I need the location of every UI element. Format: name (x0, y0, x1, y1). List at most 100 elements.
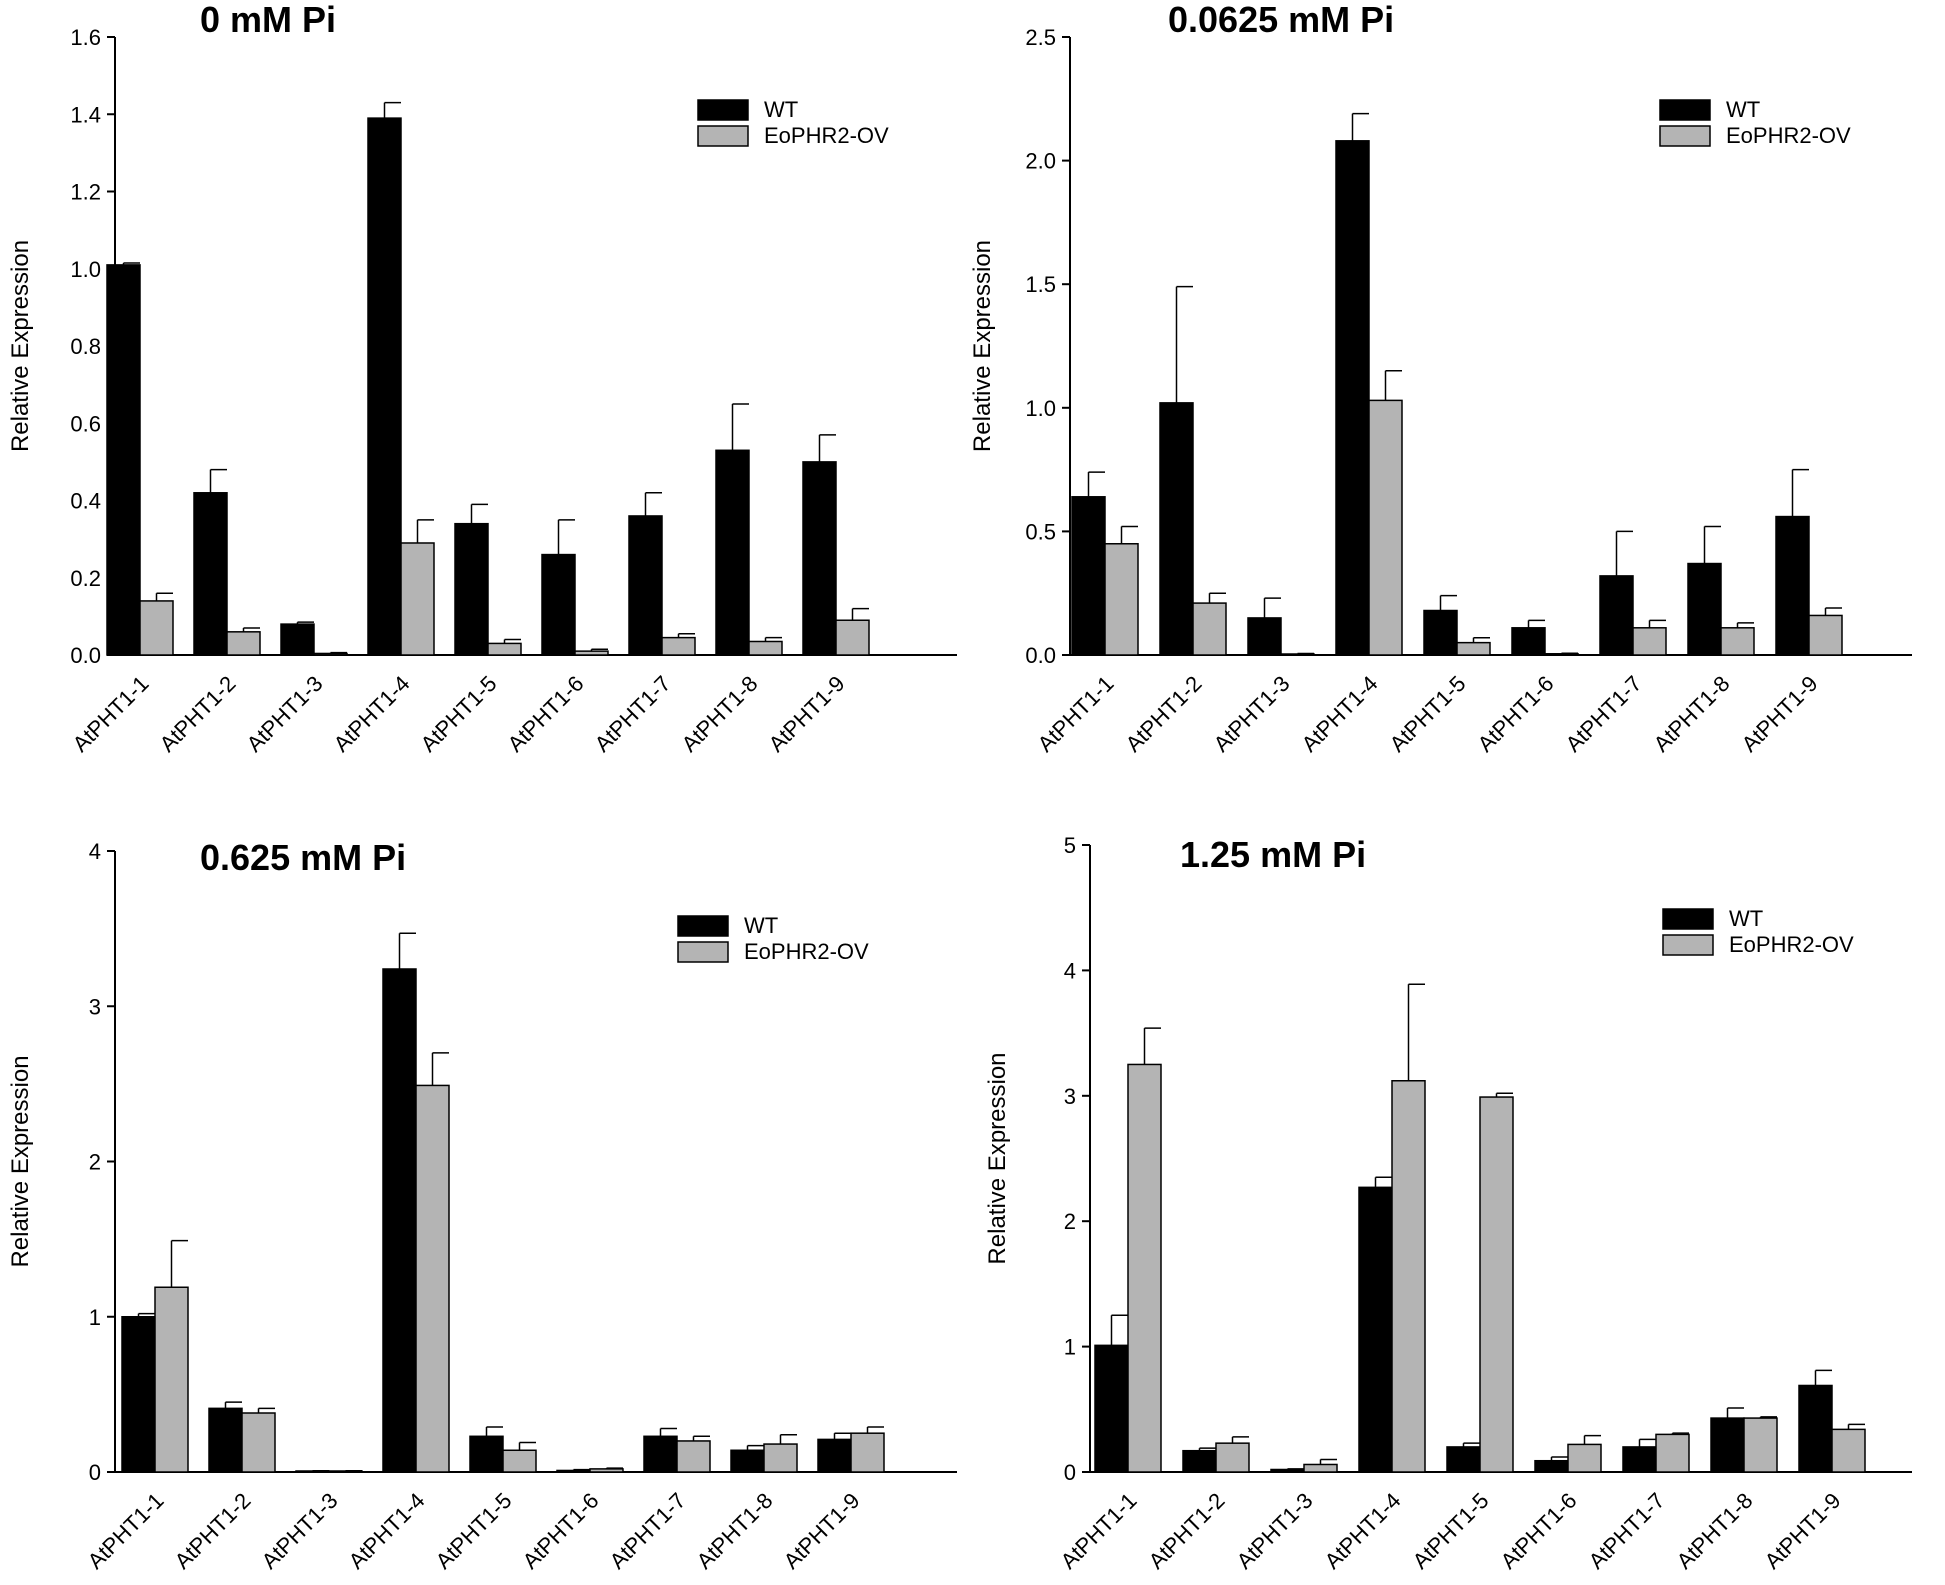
x-tick-label: AtPHT1-5 (416, 671, 502, 757)
legend-label-eophr2-ov: EoPHR2-OV (764, 123, 889, 148)
bar-eophr2-ov-atpht1-9 (1831, 1428, 1866, 1473)
y-tick-label: 2 (89, 1150, 101, 1175)
bar-wt-atpht1-5 (469, 1435, 504, 1473)
bar-eophr2-ov-atpht1-1 (154, 1286, 189, 1473)
legend-label-wt: WT (764, 97, 798, 122)
x-tick-label: AtPHT1-4 (344, 1488, 430, 1574)
x-tick-label: AtPHT1-2 (170, 1488, 256, 1574)
chart-panel-3: 0.625 mM Pi 0 1 2 3 4 Relative Expression AtPHT… (7, 837, 957, 1574)
x-tick-label: AtPHT1-9 (1760, 1488, 1846, 1574)
x-tick-label: AtPHT1-8 (677, 671, 763, 757)
legend-label-wt: WT (1729, 906, 1763, 931)
x-tick-label: AtPHT1-6 (518, 1488, 604, 1574)
bar-eophr2-ov-atpht1-9 (850, 1432, 885, 1473)
x-tick-label: AtPHT1-6 (503, 671, 589, 757)
bar-eophr2-ov-atpht1-3 (1303, 1463, 1338, 1473)
x-tick-label: AtPHT1-9 (1737, 671, 1823, 757)
x-tick-label: AtPHT1-6 (1496, 1488, 1582, 1574)
legend-label-wt: WT (1726, 97, 1760, 122)
bar-wt-atpht1-9 (802, 461, 837, 656)
bar-eophr2-ov-atpht1-8 (763, 1443, 798, 1473)
x-tick-label: AtPHT1-6 (1473, 671, 1559, 757)
chart-title: 0.625 mM Pi (200, 837, 406, 878)
y-tick-label: 0.4 (70, 489, 101, 514)
bar-wt-atpht1-9 (1798, 1384, 1833, 1473)
bar-eophr2-ov-atpht1-2 (1192, 602, 1227, 656)
bar-eophr2-ov-atpht1-5 (1479, 1096, 1514, 1473)
chart-panel-2: 0.0625 mM Pi 0.0 0.5 1.0 1.5 2.0 2.5 Relative E… (969, 0, 1912, 757)
x-tick-label: AtPHT1-2 (1144, 1488, 1230, 1574)
x-tick-label: AtPHT1-5 (431, 1488, 517, 1574)
bar-eophr2-ov-atpht1-1 (1104, 543, 1139, 656)
y-tick-label: 0 (1064, 1460, 1076, 1485)
x-tick-label: AtPHT1-9 (764, 671, 850, 757)
bar-eophr2-ov-atpht1-6 (1567, 1443, 1602, 1473)
bar-wt-atpht1-8 (715, 449, 750, 656)
x-tick-label: AtPHT1-1 (1056, 1488, 1142, 1574)
bar-wt-atpht1-9 (1775, 515, 1810, 656)
bar-eophr2-ov-atpht1-6 (589, 1468, 624, 1473)
bar-wt-atpht1-8 (1687, 562, 1722, 656)
bar-eophr2-ov-atpht1-4 (1368, 399, 1403, 656)
y-tick-label: 0.0 (70, 643, 101, 668)
x-tick-label: AtPHT1-8 (692, 1488, 778, 1574)
bar-wt-atpht1-1 (121, 1316, 156, 1473)
bar-wt-atpht1-4 (382, 968, 417, 1473)
legend-swatch-wt (1662, 908, 1714, 930)
bar-wt-atpht1-5 (1423, 609, 1458, 656)
y-tick-label: 4 (89, 839, 101, 864)
bar-eophr2-ov-atpht1-1 (139, 600, 174, 656)
bar-eophr2-ov-atpht1-4 (1391, 1080, 1426, 1473)
bar-eophr2-ov-atpht1-8 (1720, 627, 1755, 656)
x-tick-label: AtPHT1-8 (1649, 671, 1735, 757)
bar-wt-atpht1-7 (628, 515, 663, 656)
legend-label-eophr2-ov: EoPHR2-OV (744, 939, 869, 964)
legend-swatch-eophr2-ov (1659, 125, 1711, 147)
y-tick-label: 0.6 (70, 411, 101, 436)
y-tick-label: 0 (89, 1460, 101, 1485)
y-axis-label: Relative Expression (7, 1055, 34, 1267)
bar-wt-atpht1-2 (208, 1407, 243, 1473)
bar-wt-atpht1-3 (280, 623, 315, 656)
y-tick-label: 1 (1064, 1335, 1076, 1360)
bar-wt-atpht1-9 (817, 1438, 852, 1473)
legend-swatch-wt (677, 915, 729, 937)
x-tick-label: AtPHT1-3 (1232, 1488, 1318, 1574)
x-tick-label: AtPHT1-5 (1408, 1488, 1494, 1574)
bar-eophr2-ov-atpht1-3 (313, 652, 348, 656)
legend-swatch-wt (1659, 99, 1711, 121)
x-tick-label: AtPHT1-7 (605, 1488, 691, 1574)
y-tick-label: 0.8 (70, 334, 101, 359)
bar-wt-atpht1-3 (1247, 617, 1282, 656)
y-tick-label: 3 (89, 994, 101, 1019)
x-tick-label: AtPHT1-3 (257, 1488, 343, 1574)
x-tick-label: AtPHT1-7 (1584, 1488, 1670, 1574)
legend-swatch-wt (697, 99, 749, 121)
x-tick-label: AtPHT1-4 (329, 671, 415, 757)
bar-eophr2-ov-atpht1-6 (574, 650, 609, 656)
bar-eophr2-ov-atpht1-2 (1215, 1442, 1250, 1473)
legend-swatch-eophr2-ov (1662, 934, 1714, 956)
bar-eophr2-ov-atpht1-2 (226, 631, 261, 656)
x-tick-label: AtPHT1-4 (1297, 671, 1383, 757)
bar-wt-atpht1-7 (1599, 575, 1634, 656)
x-tick-label: AtPHT1-1 (83, 1488, 169, 1574)
legend-label-wt: WT (744, 913, 778, 938)
bar-wt-atpht1-4 (367, 117, 402, 656)
chart-title: 0.0625 mM Pi (1168, 0, 1394, 40)
x-tick-label: AtPHT1-1 (1033, 671, 1119, 757)
bar-wt-atpht1-2 (1159, 402, 1194, 656)
legend-swatch-eophr2-ov (697, 125, 749, 147)
y-tick-label: 1.5 (1025, 272, 1056, 297)
y-tick-label: 2.0 (1025, 149, 1056, 174)
x-tick-label: AtPHT1-9 (779, 1488, 865, 1574)
bar-wt-atpht1-8 (730, 1449, 765, 1473)
bar-wt-atpht1-2 (193, 492, 228, 656)
bar-wt-atpht1-6 (556, 1469, 591, 1473)
x-tick-label: AtPHT1-8 (1672, 1488, 1758, 1574)
y-tick-label: 4 (1064, 958, 1076, 983)
bar-eophr2-ov-atpht1-4 (415, 1084, 450, 1473)
bar-eophr2-ov-atpht1-7 (661, 636, 696, 656)
x-tick-label: AtPHT1-7 (1561, 671, 1647, 757)
